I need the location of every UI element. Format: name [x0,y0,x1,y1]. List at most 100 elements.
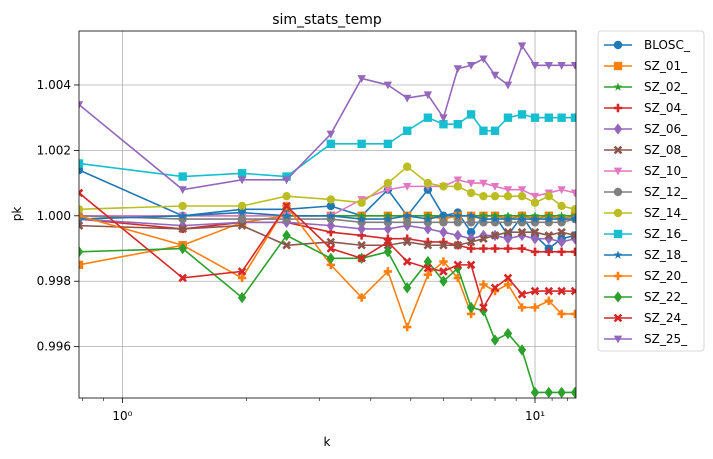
data-point [517,191,527,201]
data-point [79,214,84,223]
data-point [423,223,433,235]
data-point [282,176,291,185]
data-point [402,322,412,332]
data-point [557,61,566,70]
data-point [530,247,540,256]
data-point [557,113,566,122]
data-point [490,231,500,240]
legend-item: SZ_04_ [604,101,688,115]
x-tick-label: 10⁰ [112,409,132,423]
data-point [282,214,291,224]
data-point [326,214,336,224]
data-point [79,188,84,198]
data-point [282,201,291,211]
data-point [423,113,433,122]
data-point [517,110,527,119]
legend-item: SZ_14_ [604,206,688,220]
legend-item: SZ_02_ [604,80,688,94]
data-point [557,309,566,319]
data-point [503,233,513,245]
data-point [503,81,513,90]
data-point [570,61,576,70]
data-point [282,211,291,220]
legend-marker [613,208,623,218]
data-point [503,227,513,237]
legend-label: SZ_22_ [644,290,688,304]
data-point [402,218,412,227]
y-tick-label: 0.996 [37,340,71,354]
series-line [79,234,575,394]
data-point [479,126,488,135]
axes-frame [78,30,577,399]
legend-marker [613,40,623,50]
data-point [383,246,393,258]
series-sz-14 [79,162,576,214]
legend-item: BLOSC_ [604,38,691,52]
y-axis-ticks: 0.996 0.998 1.000 1.002 1.004 [37,78,79,354]
data-point [357,254,366,263]
legend-marker [613,82,623,91]
data-point [237,214,247,224]
chart-title: sim_stats_temp [272,12,382,28]
data-point [570,309,576,319]
data-point [466,237,476,247]
data-point [530,233,540,245]
data-point [570,386,576,398]
data-point [557,214,566,223]
data-point [79,159,84,168]
data-point [439,218,448,227]
data-point [490,244,500,253]
data-point [530,286,540,296]
data-point [326,201,336,211]
data-point [466,61,476,70]
data-point [423,214,433,223]
data-point [479,218,488,227]
data-point [402,94,412,103]
legend-label: SZ_20_ [644,269,688,283]
data-point [557,236,566,248]
series-sz-20 [79,201,576,332]
data-point [570,286,576,296]
data-point [517,303,527,312]
data-point [282,229,291,242]
legend-label: SZ_18_ [644,248,688,262]
data-point [439,240,448,250]
data-point [439,267,448,276]
legend-item: SZ_22_ [604,290,688,304]
data-point [490,283,500,293]
data-point [357,218,366,227]
data-point [178,211,188,220]
legend-label: SZ_24_ [644,311,688,325]
data-point [466,227,476,237]
data-point [490,191,500,201]
data-point [237,201,247,211]
data-point [466,244,476,253]
data-point [383,237,393,247]
data-point [178,224,187,234]
data-point [517,218,527,227]
data-point [79,246,84,258]
data-point [503,273,513,283]
data-point [402,162,412,171]
series-layer [79,42,576,398]
data-point [326,244,336,253]
legend-label: SZ_25_ [644,332,688,346]
data-point [79,165,84,175]
data-point [544,386,554,398]
data-point [570,189,576,198]
data-point [178,201,187,211]
data-point [466,179,476,188]
data-point [557,201,566,211]
series-sz-25 [79,42,576,195]
data-point [544,218,554,227]
data-point [490,334,500,346]
data-point [383,223,393,235]
series-sz-04 [79,214,576,256]
legend-item: SZ_18_ [604,248,688,262]
data-point [326,195,336,204]
legend-label: SZ_08_ [644,143,688,157]
data-point [237,169,247,178]
data-point [544,286,554,296]
legend-marker [613,229,623,239]
data-point [517,227,527,237]
